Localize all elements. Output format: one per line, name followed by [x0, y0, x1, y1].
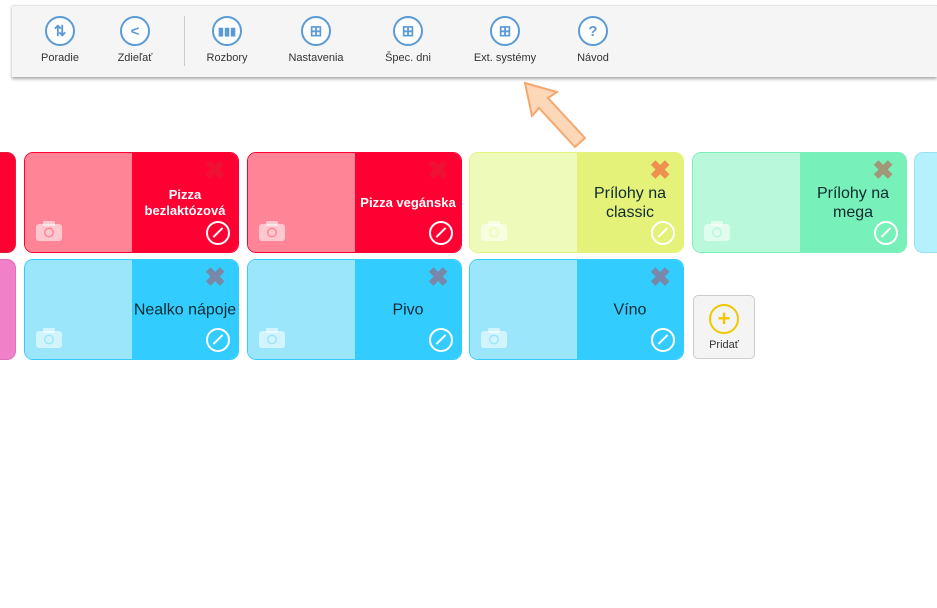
- toolbar: ⇅ Poradie < Zdieľať ▮▮▮ Rozbory ⊞ Nastavenia…: [12, 5, 937, 77]
- camera-icon: [259, 328, 285, 348]
- camera-icon: [481, 328, 507, 348]
- category-panel: ✖ Pizza vegánska: [355, 153, 461, 252]
- category-name: Víno: [613, 301, 647, 318]
- delete-icon[interactable]: ✖: [427, 262, 449, 292]
- camera-icon: [259, 221, 285, 241]
- category-image[interactable]: [248, 153, 355, 252]
- camera-icon: [36, 221, 62, 241]
- toolbar-rozbory[interactable]: ▮▮▮ Rozbory: [187, 16, 267, 64]
- category-card[interactable]: ✖ Prílohy na mega: [692, 152, 907, 253]
- toolbar-ext-systemy[interactable]: ⊞ Ext. systémy: [465, 16, 545, 64]
- category-image[interactable]: [248, 260, 355, 359]
- category-panel: ✖ Nealko nápoje: [132, 260, 238, 359]
- category-panel: ✖ Víno: [577, 260, 683, 359]
- category-image[interactable]: [25, 153, 132, 252]
- pointer-arrow-icon: [523, 81, 587, 149]
- edit-icon[interactable]: [874, 221, 898, 245]
- sort-arrows-icon: ⇅: [45, 16, 75, 46]
- delete-icon[interactable]: ✖: [649, 262, 671, 292]
- category-panel: ✖ Prílohy na classic: [577, 153, 683, 252]
- edit-icon[interactable]: [429, 221, 453, 245]
- delete-icon[interactable]: ✖: [427, 155, 449, 185]
- toolbar-poradie[interactable]: ⇅ Poradie: [20, 16, 100, 64]
- toolbar-navod[interactable]: ? Návod: [553, 16, 633, 64]
- category-name: Pizza bezlaktózová: [144, 186, 226, 218]
- toolbar-nastavenia[interactable]: ⊞ Nastavenia: [276, 16, 356, 64]
- share-icon: <: [120, 16, 150, 46]
- blocks-icon: ⊞: [393, 16, 423, 46]
- category-image[interactable]: [25, 260, 132, 359]
- category-card-partial[interactable]: [0, 259, 16, 360]
- delete-icon[interactable]: ✖: [204, 155, 226, 185]
- category-name: Pizza vegánska: [360, 194, 456, 210]
- plus-icon: +: [709, 304, 739, 334]
- delete-icon[interactable]: ✖: [204, 262, 226, 292]
- blocks-icon: ⊞: [490, 16, 520, 46]
- edit-icon[interactable]: [206, 221, 230, 245]
- category-panel: ✖ Prílohy na mega: [800, 153, 906, 252]
- category-card[interactable]: ✖ Víno: [469, 259, 684, 360]
- camera-icon: [36, 328, 62, 348]
- camera-icon: [481, 221, 507, 241]
- category-name: Prílohy na classic: [593, 184, 667, 221]
- edit-icon[interactable]: [206, 328, 230, 352]
- category-panel: ✖ Pizza bezlaktózová: [132, 153, 238, 252]
- category-name: Nealko nápoje: [133, 301, 237, 318]
- toolbar-spec-dni[interactable]: ⊞ Špec. dni: [368, 16, 448, 64]
- category-card[interactable]: ✖ Pizza bezlaktózová: [24, 152, 239, 253]
- toolbar-divider: [184, 16, 185, 66]
- category-name: Pivo: [392, 301, 424, 318]
- category-card-partial[interactable]: [914, 152, 937, 253]
- edit-icon[interactable]: [651, 328, 675, 352]
- edit-icon[interactable]: [651, 221, 675, 245]
- category-panel: ✖ Pivo: [355, 260, 461, 359]
- help-icon: ?: [578, 16, 608, 46]
- category-card[interactable]: ✖ Pizza vegánska: [247, 152, 462, 253]
- category-image[interactable]: [470, 153, 577, 252]
- category-name: Prílohy na mega: [816, 184, 890, 221]
- bar-chart-icon: ▮▮▮: [212, 16, 242, 46]
- category-image[interactable]: [470, 260, 577, 359]
- category-card-partial[interactable]: [0, 152, 16, 253]
- edit-icon[interactable]: [429, 328, 453, 352]
- toolbar-zdielat[interactable]: < Zdieľať: [95, 16, 175, 64]
- delete-icon[interactable]: ✖: [649, 155, 671, 185]
- camera-icon: [704, 221, 730, 241]
- category-card[interactable]: ✖ Pivo: [247, 259, 462, 360]
- category-image[interactable]: [693, 153, 800, 252]
- delete-icon[interactable]: ✖: [872, 155, 894, 185]
- add-category-button[interactable]: + Pridať: [693, 295, 755, 359]
- blocks-icon: ⊞: [301, 16, 331, 46]
- category-card[interactable]: ✖ Nealko nápoje: [24, 259, 239, 360]
- category-card[interactable]: ✖ Prílohy na classic: [469, 152, 684, 253]
